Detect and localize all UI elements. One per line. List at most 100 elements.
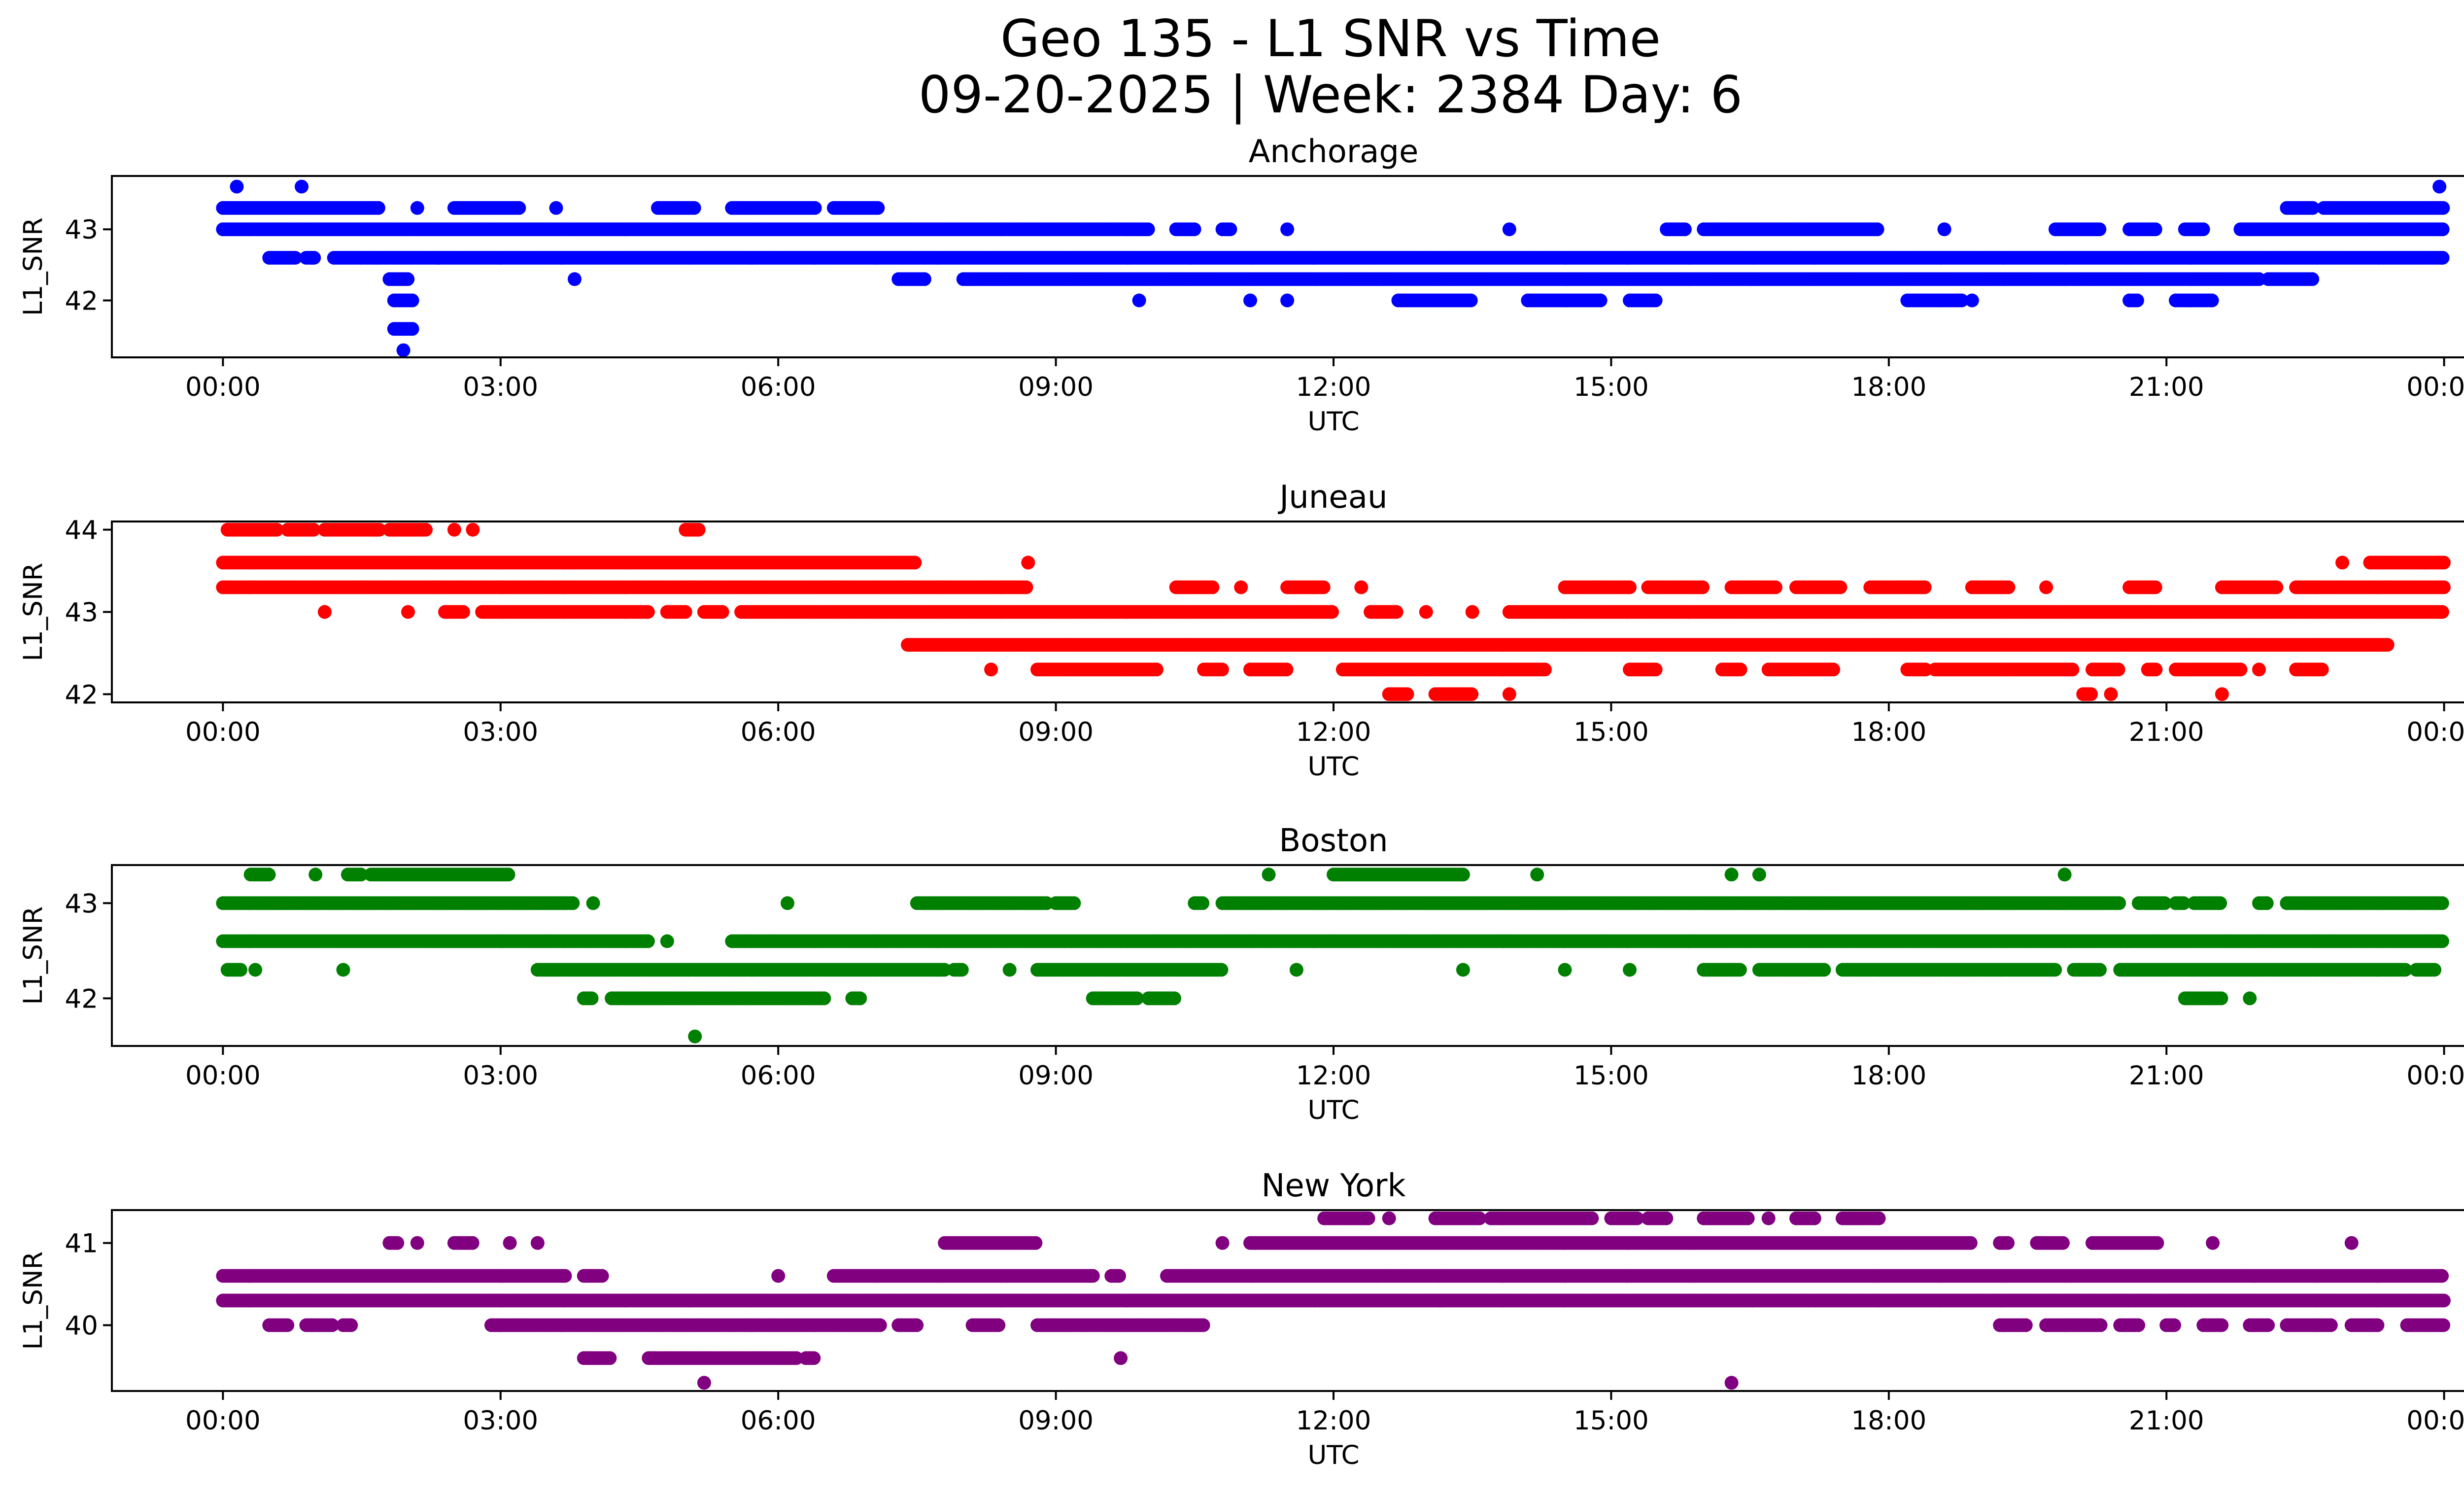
y-tick-label: 43: [65, 215, 98, 245]
data-point: [466, 522, 480, 537]
x-tick-label: 18:00: [1851, 717, 1926, 747]
x-tick-label: 15:00: [1574, 717, 1649, 747]
data-point: [1826, 662, 1841, 677]
data-point: [1464, 293, 1478, 308]
data-point: [512, 201, 526, 215]
x-tick-label: 06:00: [741, 372, 816, 402]
data-point: [2436, 201, 2450, 215]
data-point: [1696, 580, 1710, 594]
data-point: [2205, 293, 2219, 308]
data-point: [1465, 605, 1479, 619]
data-point: [2084, 687, 2098, 701]
data-point: [917, 272, 931, 286]
data-point: [1354, 580, 1369, 594]
data-point: [1215, 662, 1229, 677]
data-point: [2435, 605, 2449, 619]
y-tick-label: 42: [65, 286, 98, 316]
data-point: [396, 343, 411, 357]
data-point: [447, 522, 461, 537]
data-point: [549, 201, 563, 215]
data-point: [1870, 222, 1884, 237]
data-point: [1502, 687, 1516, 701]
data-point: [2417, 556, 2431, 570]
data-point: [2039, 580, 2053, 594]
data-point: [410, 201, 424, 215]
data-point: [456, 605, 470, 619]
data-point: [2435, 222, 2450, 237]
x-tick-label: 09:00: [1018, 372, 1094, 402]
data-point: [678, 605, 692, 619]
data-point: [1279, 662, 1294, 677]
x-tick-label: 09:00: [1018, 717, 1094, 747]
x-tick-label: 12:00: [1296, 717, 1371, 747]
series-points-juneau: [216, 522, 2451, 701]
y-tick-label: 42: [65, 680, 98, 710]
y-tick-label: 43: [65, 598, 98, 628]
x-tick-label: 21:00: [2129, 717, 2204, 747]
data-point: [1205, 580, 1220, 594]
data-point: [1262, 868, 1276, 882]
data-point: [308, 868, 323, 882]
data-point: [1280, 293, 1295, 308]
data-point: [295, 179, 308, 194]
data-point: [984, 662, 998, 677]
y-axis-label: L1_SNR: [18, 217, 48, 316]
data-point: [1019, 580, 1033, 594]
x-tick-label: 15:00: [1574, 372, 1649, 402]
data-point: [687, 201, 701, 215]
x-tick-label: 06:00: [741, 717, 816, 747]
x-tick-label: 18:00: [1851, 372, 1926, 402]
x-tick-label: 21:00: [2129, 372, 2204, 402]
data-point: [1021, 556, 1035, 570]
data-point: [401, 605, 415, 619]
figure-title-line2: 09-20-2025 | Week: 2384 Day: 6: [919, 66, 1743, 125]
data-point: [288, 251, 302, 265]
data-point: [2104, 687, 2118, 701]
data-point: [1325, 605, 1339, 619]
data-point: [401, 272, 415, 286]
data-point: [1280, 222, 1295, 237]
data-point: [691, 522, 706, 537]
series-points-anchorage: [216, 179, 2450, 357]
data-point: [317, 605, 332, 619]
y-axis-anchorage: 42 43 L1_SNR: [18, 215, 112, 316]
subplot-title: Juneau: [1277, 479, 1387, 516]
data-point: [405, 322, 419, 336]
data-point: [715, 605, 729, 619]
data-point: [501, 868, 515, 882]
x-axis-juneau: 00:00 03:00 06:00 09:00 12:00 15:00 18:00 21:00…: [185, 702, 2464, 782]
data-point: [641, 605, 655, 619]
x-tick-label: 00:00: [2406, 717, 2464, 747]
figure-title-line1: Geo 135 - L1 SNR vs Time: [1000, 9, 1661, 69]
series-points-boston: [216, 868, 2449, 1043]
x-tick-label: 00:00: [185, 372, 261, 402]
data-point: [2130, 293, 2144, 308]
data-point: [1937, 222, 1951, 237]
data-point: [568, 272, 582, 286]
data-point: [405, 293, 419, 308]
data-point: [2215, 687, 2229, 701]
data-point: [2233, 662, 2248, 677]
data-point: [2306, 201, 2320, 215]
data-point: [871, 201, 885, 215]
data-point: [2436, 556, 2451, 570]
x-tick-label: 03:00: [463, 717, 538, 747]
data-point: [1419, 605, 1433, 619]
data-point: [371, 201, 385, 215]
data-point: [2252, 662, 2266, 677]
y-axis-label: L1_SNR: [18, 563, 48, 661]
data-point: [2315, 662, 2329, 677]
data-point: [2149, 662, 2163, 677]
subplot-juneau: 00:00 03:00 06:00 09:00 12:00 15:00 18:00 21:00…: [18, 479, 2464, 782]
data-point: [2148, 222, 2162, 237]
data-point: [2001, 580, 2016, 594]
data-point: [1538, 662, 1552, 677]
data-point: [808, 201, 822, 215]
data-point: [1316, 580, 1331, 594]
x-tick-label: 00:00: [185, 717, 261, 747]
data-point: [1141, 222, 1155, 237]
data-point: [2432, 179, 2447, 194]
data-point: [1389, 605, 1403, 619]
data-point: [230, 179, 244, 194]
